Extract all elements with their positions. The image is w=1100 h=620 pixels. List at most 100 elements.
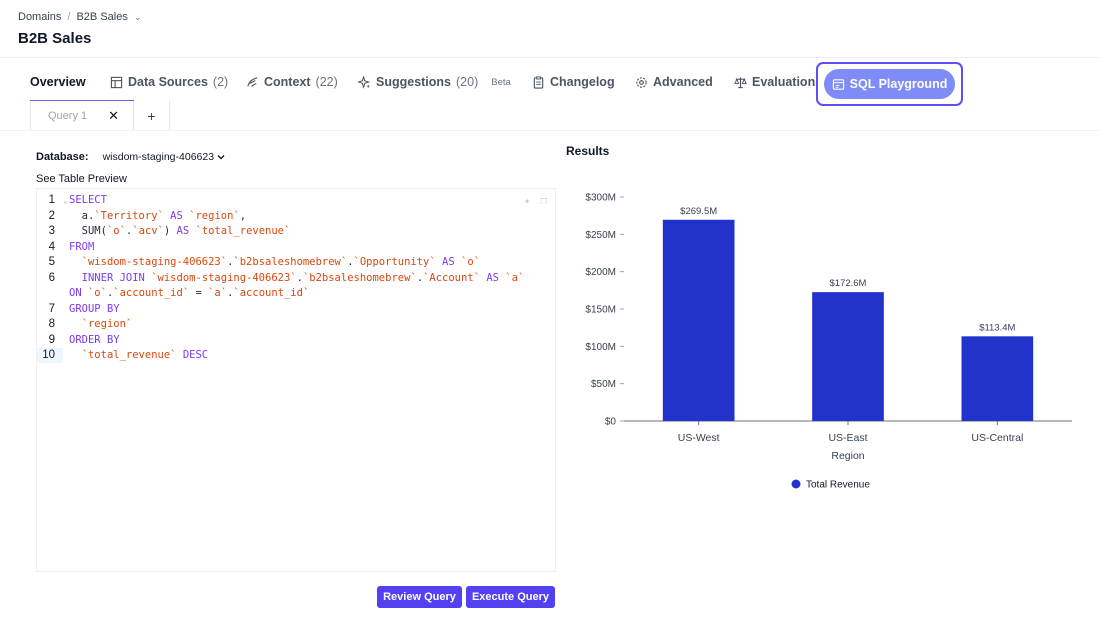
tab-overview-label: Overview xyxy=(30,75,86,89)
query-tab[interactable]: Query 1 ✕ xyxy=(30,101,134,131)
add-query-tab-button[interactable]: + xyxy=(134,101,170,131)
results-title: Results xyxy=(566,144,610,158)
line-number: 3 xyxy=(48,225,55,237)
y-tick-label: $150M xyxy=(585,305,616,316)
breadcrumb-domains-link[interactable]: Domains xyxy=(18,11,62,23)
tab-changelog[interactable]: Changelog xyxy=(532,63,635,101)
scale-icon xyxy=(734,76,747,88)
header-divider xyxy=(0,57,1100,58)
code-text: FROM xyxy=(69,240,95,253)
x-tick-label: US-Central xyxy=(971,432,1023,444)
tab-suggestions-label: Suggestions xyxy=(376,75,452,89)
tab-suggestions[interactable]: Suggestions (20) Beta xyxy=(358,63,532,101)
code-line[interactable]: 4 FROM xyxy=(37,240,555,255)
code-text: a.`Territory` AS `region`, xyxy=(69,209,247,222)
clipboard-icon xyxy=(533,75,544,89)
copy-icon[interactable]: ❐ xyxy=(540,194,547,207)
legend-label: Total Revenue xyxy=(806,480,870,491)
chart-bar xyxy=(812,292,884,421)
database-select[interactable]: wisdom-staging-406623 xyxy=(103,151,225,163)
magic-wand-icon[interactable]: ✦ xyxy=(523,194,531,207)
code-text: ORDER BY xyxy=(69,333,120,346)
table-preview-link[interactable]: See Table Preview xyxy=(36,173,127,185)
sparkle-icon xyxy=(358,75,371,89)
code-text: `wisdom-staging-406623`.`b2bsaleshomebre… xyxy=(81,256,480,268)
code-line[interactable]: 6 INNER JOIN `wisdom-staging-406623`.`b2… xyxy=(37,271,555,286)
x-tick-label: US-East xyxy=(828,432,867,444)
code-text: INNER JOIN `wisdom-staging-406623`.`b2bs… xyxy=(81,271,525,284)
main-tabs: Overview Data Sources (2) Context (22) S… xyxy=(30,62,824,102)
context-icon xyxy=(247,76,258,87)
query-tabs: Query 1 ✕ + xyxy=(30,101,170,131)
sql-icon xyxy=(832,78,844,90)
chevron-down-icon[interactable]: ⌄ xyxy=(133,11,142,22)
tab-changelog-label: Changelog xyxy=(550,75,615,89)
tab-evaluation[interactable]: Evaluation xyxy=(734,63,824,101)
line-number: 2 xyxy=(48,209,55,222)
tab-sql-playground[interactable]: SQL Playground xyxy=(824,69,955,99)
y-tick-label: $0 xyxy=(605,417,617,428)
database-row: Database: wisdom-staging-406623 xyxy=(36,151,225,163)
data-label: $113.4M xyxy=(979,322,1015,333)
line-number xyxy=(37,286,63,301)
database-value: wisdom-staging-406623 xyxy=(102,151,215,163)
code-line[interactable]: 9 ORDER BY xyxy=(37,333,555,348)
tab-data-sources-count: (2) xyxy=(212,75,229,89)
code-text: ON `o`.`account_id` = `a`.`account_id` xyxy=(69,287,310,299)
code-line[interactable]: 8 `region` xyxy=(37,317,555,332)
tab-advanced-label: Advanced xyxy=(653,75,713,89)
line-number: 6 xyxy=(48,271,55,284)
close-icon[interactable]: ✕ xyxy=(108,108,119,123)
code-text: GROUP BY xyxy=(69,302,120,315)
data-label: $269.5M xyxy=(680,206,717,217)
x-axis-title: Region xyxy=(831,450,864,462)
fold-chevron-icon[interactable]: ⌄ xyxy=(63,196,68,205)
x-tick-label: US-West xyxy=(678,432,720,444)
chart-bar xyxy=(961,336,1034,421)
breadcrumb-separator: / xyxy=(67,11,71,23)
line-number: 10 xyxy=(37,348,63,363)
tab-data-sources[interactable]: Data Sources (2) xyxy=(110,63,246,101)
code-text: `total_revenue` DESC xyxy=(81,349,209,361)
line-number: 1 xyxy=(48,194,55,206)
breadcrumb-current[interactable]: B2B Sales xyxy=(76,11,128,23)
code-line[interactable]: 5 `wisdom-staging-406623`.`b2bsaleshomeb… xyxy=(37,255,555,270)
line-number: 9 xyxy=(48,333,55,346)
tab-context[interactable]: Context (22) xyxy=(246,63,358,101)
code-line[interactable]: 10 `total_revenue` DESC xyxy=(37,348,555,363)
line-number: 5 xyxy=(48,256,55,268)
code-line[interactable]: 2 a.`Territory` AS `region`, xyxy=(37,209,555,224)
tab-sql-playground-label: SQL Playground xyxy=(849,77,948,91)
y-tick-label: $200M xyxy=(585,267,616,278)
breadcrumb: Domains / B2B Sales ⌄ xyxy=(18,11,141,23)
chevron-down-icon xyxy=(217,155,225,160)
code-text: SELECT xyxy=(69,194,107,206)
code-line[interactable]: ON `o`.`account_id` = `a`.`account_id` xyxy=(37,286,555,301)
y-tick-label: $300M xyxy=(585,193,616,204)
tab-advanced[interactable]: Advanced xyxy=(635,63,734,101)
data-label: $172.6M xyxy=(830,278,867,289)
tab-suggestions-count: (20) xyxy=(456,75,479,89)
tab-evaluation-label: Evaluation xyxy=(752,75,816,89)
beta-badge: Beta xyxy=(491,76,511,88)
code-line[interactable]: 7 GROUP BY xyxy=(37,302,555,317)
query-tabs-divider xyxy=(0,130,1100,131)
database-label: Database: xyxy=(36,151,89,163)
code-line[interactable]: 1 ⌄ SELECT xyxy=(37,193,555,208)
page-title: B2B Sales xyxy=(18,30,92,47)
code-text: `region` xyxy=(81,318,133,330)
editor-tools: ✦ ❐ xyxy=(524,194,547,207)
sql-editor[interactable]: ✦ ❐ 1 ⌄ SELECT 2 a.`Territory` AS `region`,… xyxy=(36,188,556,572)
tab-overview[interactable]: Overview xyxy=(30,63,134,102)
tab-context-count: (22) xyxy=(315,75,338,89)
y-tick-label: $50M xyxy=(591,379,616,390)
code-text: SUM(`o`.`acv`) AS `total_revenue` xyxy=(81,225,291,237)
tab-sql-playground-highlight xyxy=(816,62,963,106)
review-query-button[interactable]: Review Query xyxy=(377,586,462,608)
execute-query-button[interactable]: Execute Query xyxy=(466,586,555,608)
code-line[interactable]: 3 SUM(`o`.`acv`) AS `total_revenue` xyxy=(37,224,555,239)
query-tab-label: Query 1 xyxy=(48,110,88,122)
legend-swatch xyxy=(791,479,801,489)
gear-icon xyxy=(636,76,647,88)
y-tick-label: $100M xyxy=(585,342,616,353)
